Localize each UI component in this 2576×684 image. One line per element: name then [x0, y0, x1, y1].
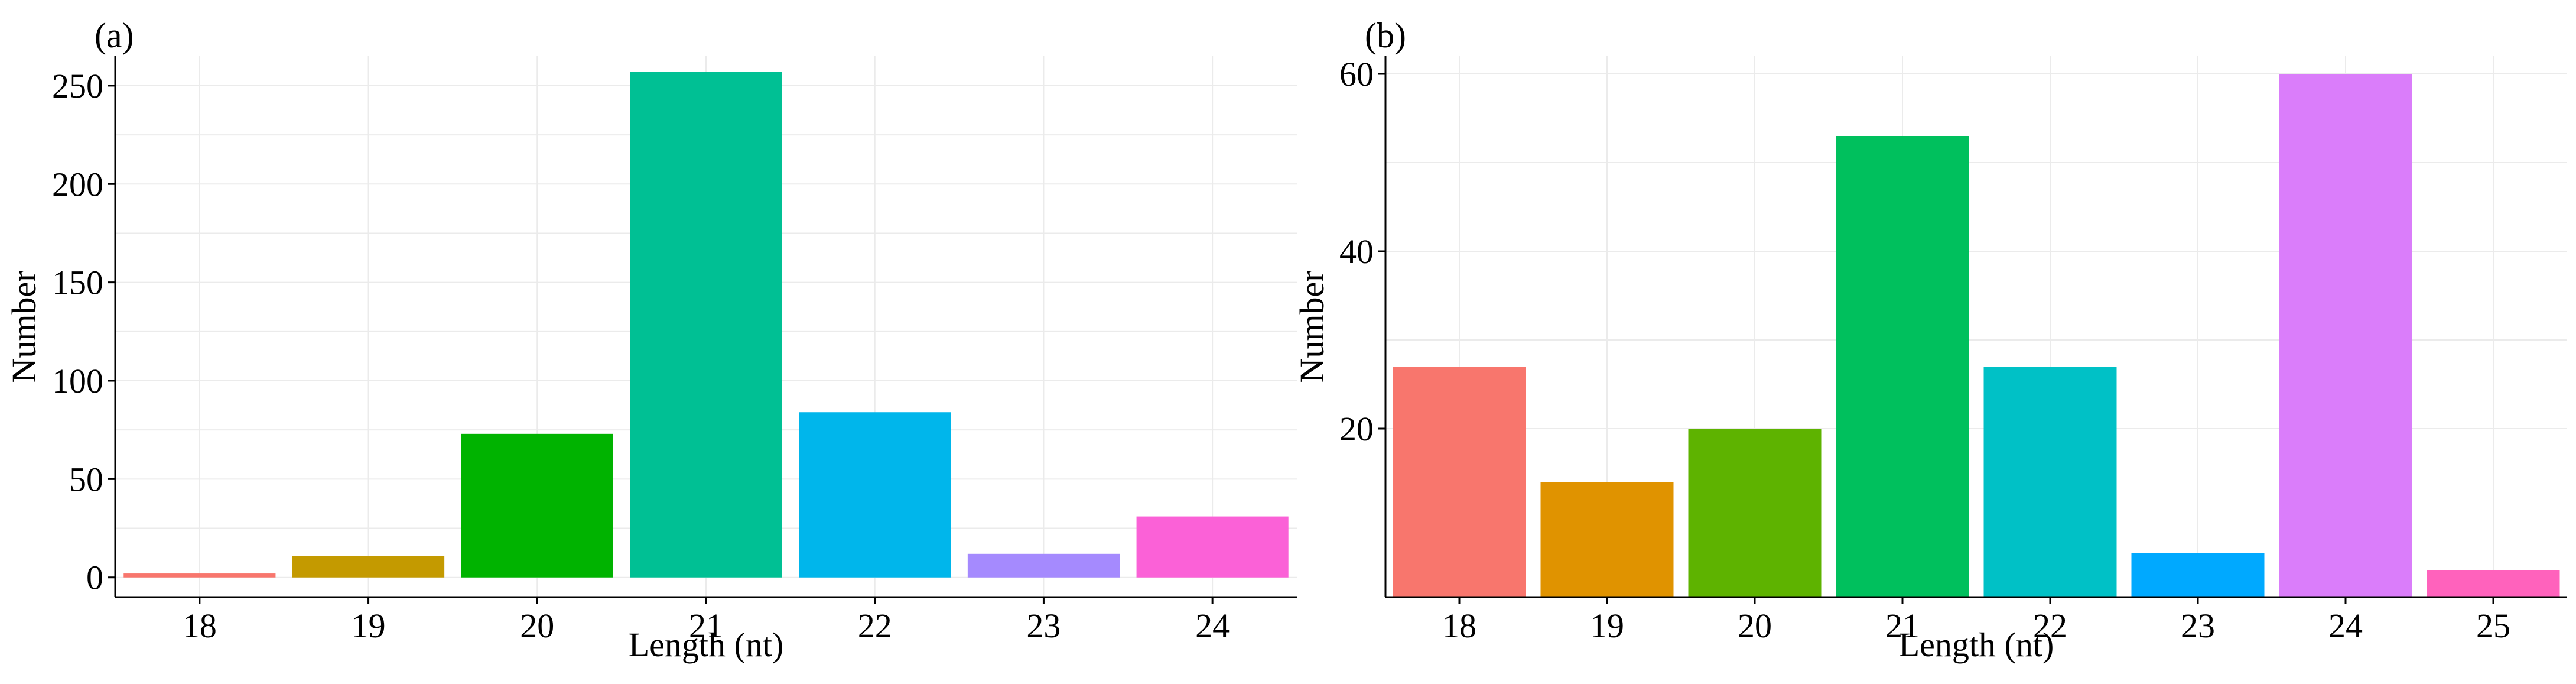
bar-24	[2279, 74, 2412, 597]
x-tick-label: 22	[2033, 607, 2067, 645]
y-tick-label: 40	[1339, 232, 1374, 271]
x-axis-title: Length (nt)	[629, 625, 784, 664]
chart-panel-b: 20 40 60 18 19 20 21 22 23 24 25 Length (nt) Number (…	[1293, 16, 2567, 664]
bar-22	[799, 412, 951, 578]
x-tick-label: 23	[2181, 607, 2215, 645]
y-tick-label: 50	[69, 460, 103, 498]
x-tick-label: 24	[2328, 607, 2363, 645]
x-tick-label: 20	[1738, 607, 1772, 645]
x-tick-label: 18	[183, 607, 217, 645]
y-tick-label: 100	[52, 362, 103, 400]
x-tick-label: 18	[1442, 607, 1476, 645]
chart-panel-a: 0 50 100 150 200 250 18 19 20 21 22 23 24 Length (nt)…	[5, 16, 1297, 664]
panel-label: (b)	[1365, 16, 1406, 55]
y-axis-title: Number	[1293, 270, 1331, 382]
x-tick-label: 25	[2476, 607, 2510, 645]
x-tick-label: 20	[520, 607, 554, 645]
bar-22	[1983, 367, 2117, 597]
bar-24	[1136, 516, 1289, 578]
x-tick-label: 23	[1026, 607, 1061, 645]
bar-25	[2427, 570, 2560, 597]
x-tick-label: 21	[1885, 607, 1920, 645]
x-tick-label: 19	[1590, 607, 1624, 645]
x-tick-label: 21	[689, 607, 723, 645]
x-tick-label: 22	[858, 607, 892, 645]
bar-18	[123, 573, 276, 578]
bar-20	[461, 433, 613, 578]
bar-21	[1836, 136, 1969, 597]
x-axis-title: Length (nt)	[1899, 625, 2054, 664]
y-tick-label: 250	[52, 67, 103, 105]
y-tick-label: 60	[1339, 55, 1374, 93]
bar-23	[967, 553, 1120, 578]
y-tick-label: 20	[1339, 410, 1374, 448]
bar-21	[630, 72, 782, 578]
y-tick-label: 0	[86, 559, 103, 597]
x-tick-label: 19	[352, 607, 386, 645]
bar-20	[1688, 429, 1822, 597]
bar-19	[1540, 482, 1674, 597]
y-tick-label: 150	[52, 264, 103, 302]
y-axis-title: Number	[5, 270, 43, 382]
bar-19	[292, 556, 445, 578]
x-tick-label: 24	[1195, 607, 1230, 645]
y-tick-label: 200	[52, 165, 103, 203]
panel-label: (a)	[95, 16, 134, 55]
bar-18	[1393, 367, 1526, 597]
bar-23	[2131, 553, 2265, 597]
